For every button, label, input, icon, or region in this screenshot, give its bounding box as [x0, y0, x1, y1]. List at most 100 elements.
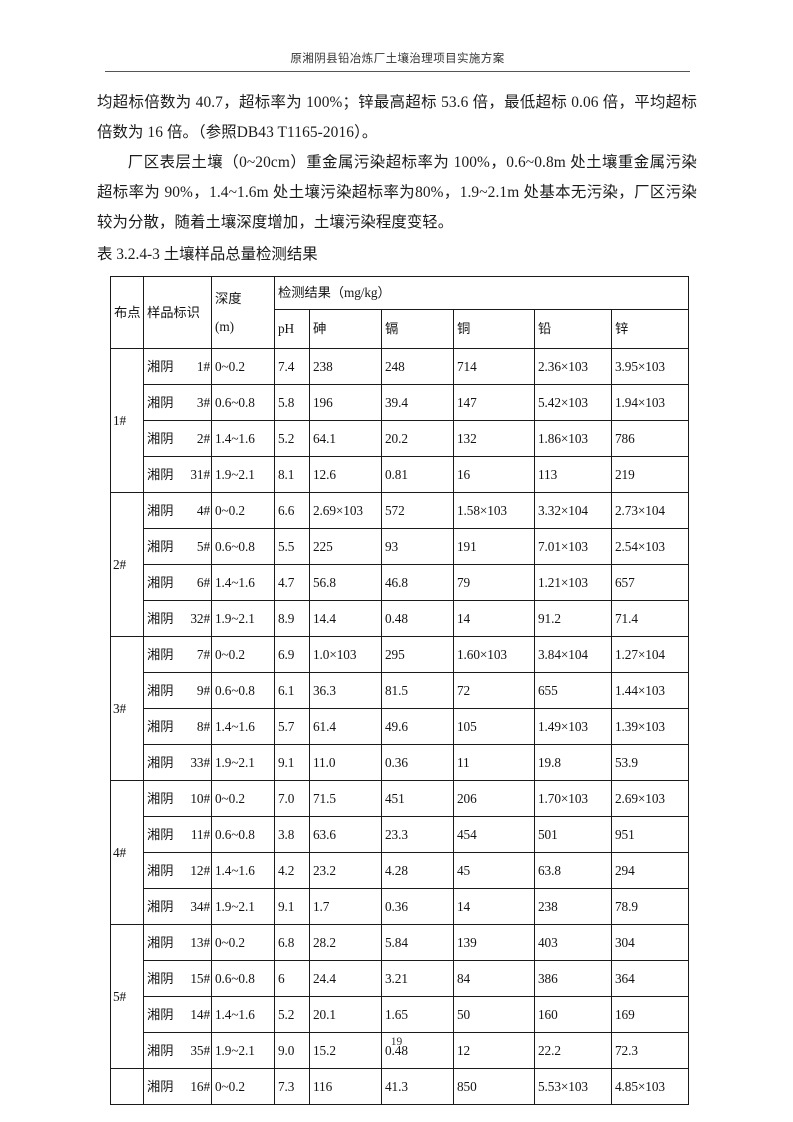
th-sample-id: 样品标识: [143, 276, 212, 349]
sample-number: 8#: [196, 718, 210, 734]
sample-prefix: 湘阴: [147, 826, 174, 842]
cell-arsenic: 28.2: [309, 924, 382, 961]
cell-lead: 1.86×103: [534, 420, 612, 457]
cell-arsenic: 116: [309, 1068, 382, 1105]
cell-depth: 1.4~1.6: [211, 996, 275, 1033]
soil-sample-results-table: 布点 样品标识 深度 (m) 检测结果（mg/kg） pH 砷 镉 铜 铅 锌: [110, 276, 690, 1105]
table-row: 湘阴 15# 0.6~0.8 6 24.4 3.21 84 386 364: [111, 960, 690, 997]
cell-ph: 8.9: [274, 600, 310, 637]
cell-arsenic: 56.8: [309, 564, 382, 601]
cell-ph: 7.4: [274, 348, 310, 385]
cell-depth: 0.6~0.8: [211, 528, 275, 565]
cell-cadmium: 0.81: [381, 456, 454, 493]
cell-zinc: 71.4: [610, 600, 690, 637]
cell-ph: 6.9: [274, 636, 310, 673]
cell-arsenic: 61.4: [309, 708, 382, 745]
cell-depth: 0~0.2: [211, 780, 275, 817]
cell-depth: 0.6~0.8: [211, 384, 275, 421]
cell-zinc: 2.73×104: [610, 492, 690, 529]
cell-zinc: 72.3: [610, 1032, 690, 1069]
cell-cadmium: 3.21: [381, 960, 454, 997]
table-row: 湘阴 9# 0.6~0.8 6.1 36.3 81.5 72 655 1.44×103: [111, 672, 690, 709]
cell-copper: 72: [453, 672, 535, 709]
th-lead: 铅: [534, 309, 612, 349]
table-row: 湘阴 14# 1.4~1.6 5.2 20.1 1.65 50 160 169: [111, 996, 690, 1033]
cell-depth: 1.9~2.1: [211, 888, 275, 925]
cell-copper: 105: [453, 708, 535, 745]
sample-number: 32#: [190, 610, 210, 626]
cell-lead: 386: [534, 960, 612, 997]
cell-ph: 7.0: [274, 780, 310, 817]
cell-copper: 1.58×103: [453, 492, 535, 529]
cell-cadmium: 39.4: [381, 384, 454, 421]
table-row: 湘阴 33# 1.9~2.1 9.1 11.0 0.36 11 19.8 53.9: [111, 744, 690, 781]
cell-point: 5#: [110, 924, 144, 1069]
cell-cadmium: 0.36: [381, 888, 454, 925]
cell-depth: 0.6~0.8: [211, 816, 275, 853]
cell-lead: 91.2: [534, 600, 612, 637]
table-row: 1# 湘阴 1# 0~0.2 7.4 238 248 714 2.36×103 3.95×103: [110, 348, 690, 493]
sample-prefix: 湘阴: [147, 394, 174, 410]
cell-sample-id: 湘阴 14#: [143, 996, 212, 1033]
cell-depth: 1.4~1.6: [211, 564, 275, 601]
cell-arsenic: 14.4: [309, 600, 382, 637]
sample-number: 11#: [190, 826, 210, 842]
cell-depth: 1.4~1.6: [211, 708, 275, 745]
cell-depth: 0~0.2: [211, 348, 275, 385]
th-arsenic: 砷: [309, 309, 382, 349]
page-number: 19: [390, 1036, 403, 1048]
th-results-group: 检测结果（mg/kg）: [273, 276, 690, 310]
cell-zinc: 657: [610, 564, 690, 601]
table-row: 湘阴 34# 1.9~2.1 9.1 1.7 0.36 14 238 78.9: [111, 888, 690, 925]
th-ph: pH: [274, 309, 310, 349]
cell-copper: 714: [453, 348, 535, 385]
sample-number: 2#: [196, 430, 210, 446]
sample-number: 9#: [196, 682, 210, 698]
cell-sample-id: 湘阴 9#: [143, 672, 212, 709]
cell-arsenic: 23.2: [309, 852, 382, 889]
sample-number: 13#: [190, 934, 210, 950]
cell-ph: 9.1: [274, 888, 310, 925]
table-row: 湘阴 3# 0.6~0.8 5.8 196 39.4 147 5.42×103 1.94×103: [111, 384, 690, 421]
cell-arsenic: 20.1: [309, 996, 382, 1033]
cell-copper: 14: [453, 600, 535, 637]
table-row: 4# 湘阴 10# 0~0.2 7.0 71.5 451 206 1.70×103 2.69×10…: [110, 780, 690, 925]
cell-cadmium: 41.3: [381, 1068, 454, 1105]
cell-ph: 8.1: [274, 456, 310, 493]
cell-zinc: 1.27×104: [610, 636, 690, 673]
sample-number: 3#: [196, 394, 210, 410]
table-row: 5# 湘阴 13# 0~0.2 6.8 28.2 5.84 139 403 304: [110, 924, 690, 1069]
cell-sample-id: 湘阴 33#: [143, 744, 212, 781]
sample-prefix: 湘阴: [147, 502, 174, 518]
cell-sample-id: 湘阴 34#: [143, 888, 212, 925]
cell-sample-id: 湘阴 3#: [143, 384, 212, 421]
cell-depth: 1.9~2.1: [211, 600, 275, 637]
cell-sample-id: 湘阴 7#: [143, 636, 212, 673]
cell-zinc: 1.44×103: [610, 672, 690, 709]
cell-sample-id: 湘阴 16#: [143, 1068, 212, 1105]
cell-arsenic: 15.2: [309, 1032, 382, 1069]
cell-lead: 7.01×103: [534, 528, 612, 565]
cell-cadmium: 0.36: [381, 744, 454, 781]
cell-arsenic: 11.0: [309, 744, 382, 781]
sample-number: 16#: [190, 1078, 210, 1094]
table-row: 湘阴 31# 1.9~2.1 8.1 12.6 0.81 16 113 219: [111, 456, 690, 493]
cell-point: 4#: [110, 780, 144, 925]
cell-ph: 6: [274, 960, 310, 997]
th-zinc: 锌: [610, 309, 690, 349]
cell-zinc: 1.39×103: [610, 708, 690, 745]
cell-sample-id: 湘阴 6#: [143, 564, 212, 601]
cell-point: [110, 1068, 144, 1105]
th-depth-label: 深度: [215, 290, 242, 306]
cell-cadmium: 93: [381, 528, 454, 565]
cell-zinc: 219: [610, 456, 690, 493]
cell-zinc: 78.9: [610, 888, 690, 925]
paragraph-1: 均超标倍数为 40.7，超标率为 100%；锌最高超标 53.6 倍，最低超标 …: [97, 94, 697, 141]
cell-zinc: 951: [610, 816, 690, 853]
cell-cadmium: 20.2: [381, 420, 454, 457]
table-row: 湘阴 5# 0.6~0.8 5.5 225 93 191 7.01×103 2.54×103: [111, 528, 690, 565]
cell-copper: 191: [453, 528, 535, 565]
table-header-row-1: 布点 样品标识 深度 (m) 检测结果（mg/kg）: [110, 276, 690, 349]
sample-prefix: 湘阴: [147, 646, 174, 662]
sample-number: 15#: [190, 970, 210, 986]
